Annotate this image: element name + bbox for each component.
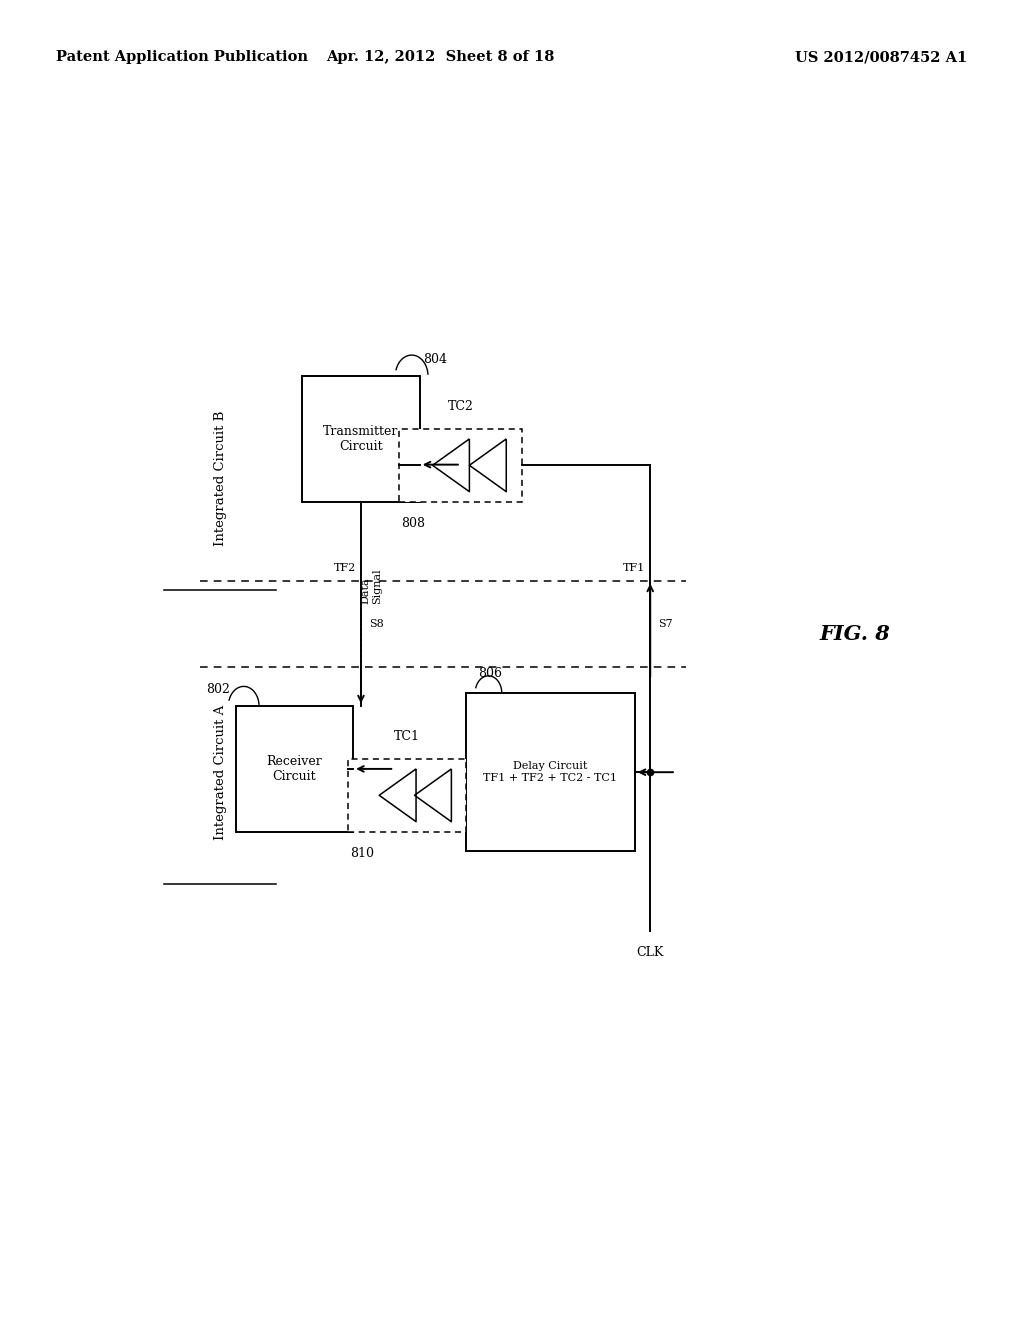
Text: Apr. 12, 2012  Sheet 8 of 18: Apr. 12, 2012 Sheet 8 of 18 [326, 50, 555, 65]
Text: US 2012/0087452 A1: US 2012/0087452 A1 [796, 50, 968, 65]
Bar [236, 706, 353, 832]
Text: 804: 804 [423, 352, 446, 366]
Text: TC1: TC1 [394, 730, 420, 743]
Text: 806: 806 [478, 667, 502, 680]
Text: Integrated Circuit A: Integrated Circuit A [214, 705, 226, 840]
Text: CLK: CLK [637, 946, 664, 960]
Text: 808: 808 [401, 517, 425, 531]
Text: S7: S7 [658, 619, 673, 628]
Text: 802: 802 [207, 682, 230, 696]
Bar [302, 376, 420, 502]
Text: Patent Application Publication: Patent Application Publication [56, 50, 308, 65]
Text: Integrated Circuit B: Integrated Circuit B [214, 411, 226, 545]
Text: FIG. 8: FIG. 8 [819, 623, 891, 644]
Text: Transmitter
Circuit: Transmitter Circuit [324, 425, 398, 453]
Bar [399, 429, 522, 502]
Bar [348, 759, 466, 832]
Text: S8: S8 [369, 619, 384, 628]
Text: TF1: TF1 [623, 562, 645, 573]
Text: TC2: TC2 [447, 400, 474, 413]
Text: 810: 810 [350, 847, 374, 861]
Text: Data
Signal: Data Signal [360, 569, 382, 605]
Bar [466, 693, 635, 851]
Text: TF2: TF2 [334, 562, 356, 573]
Text: Receiver
Circuit: Receiver Circuit [266, 755, 323, 783]
Text: Delay Circuit
TF1 + TF2 + TC2 - TC1: Delay Circuit TF1 + TF2 + TC2 - TC1 [483, 762, 617, 783]
